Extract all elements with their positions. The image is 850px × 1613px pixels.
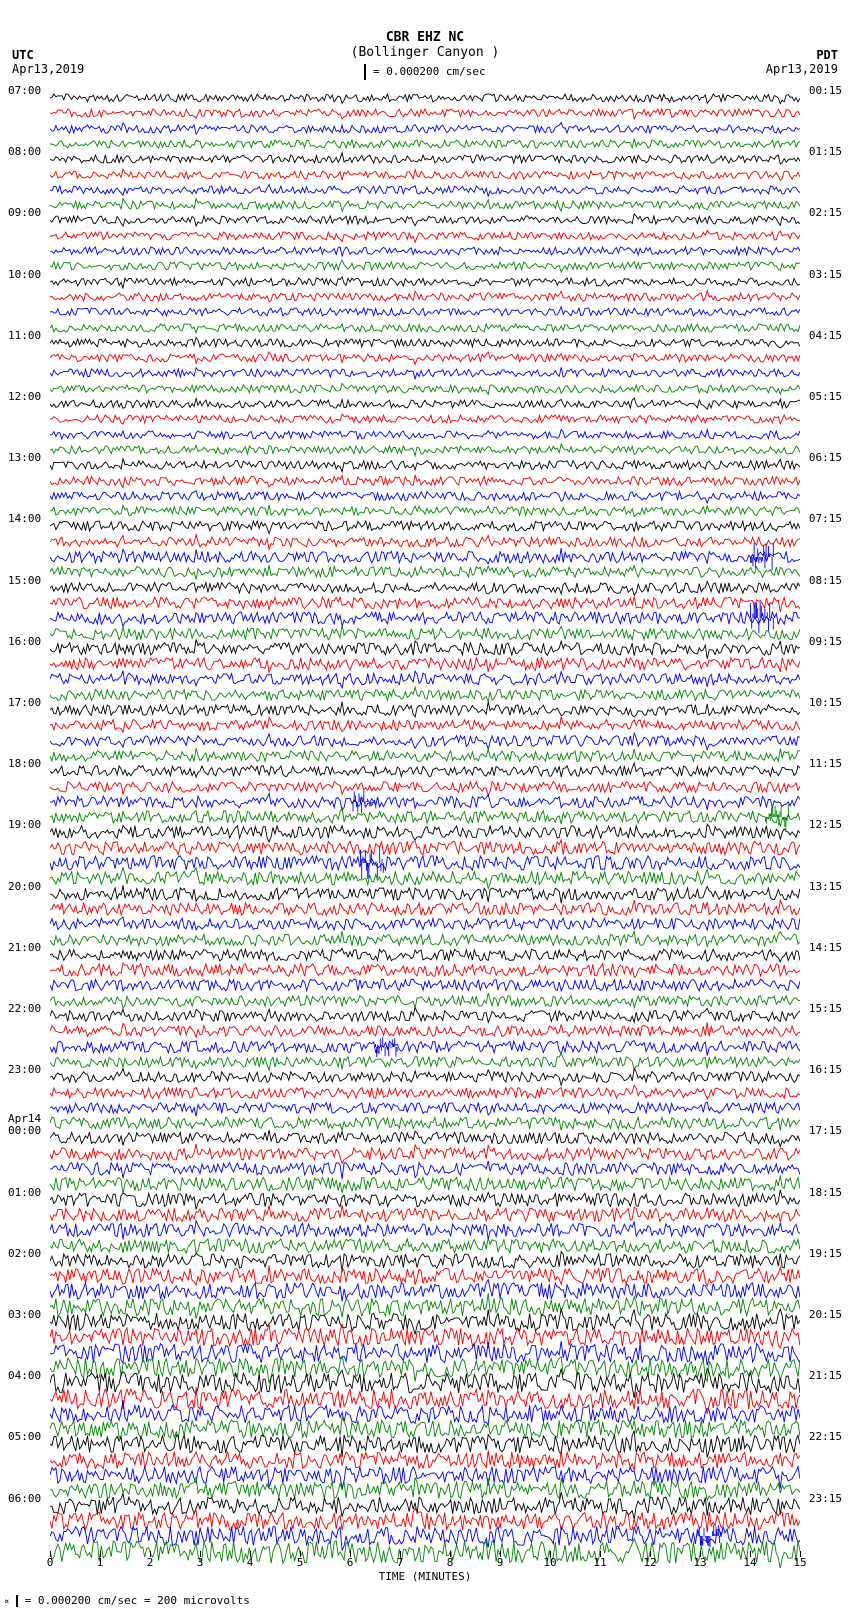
utc-time-label: 04:00 [8,1369,41,1382]
x-axis: TIME (MINUTES) 0123456789101112131415 [50,1555,800,1581]
utc-time-label: 16:00 [8,635,41,648]
x-tick-label: 14 [743,1556,756,1569]
x-tick-label: 2 [147,1556,154,1569]
footer-marker: ∝ [4,1597,9,1607]
x-tick-label: 10 [543,1556,556,1569]
pdt-time-label: 12:15 [809,818,842,831]
station-title: CBR EHZ NC [0,0,850,45]
utc-time-label: 00:00 [8,1124,41,1137]
pdt-time-label: 05:15 [809,390,842,403]
pdt-time-label: 22:15 [809,1430,842,1443]
pdt-time-label: 07:15 [809,512,842,525]
pdt-time-label: 19:15 [809,1247,842,1260]
utc-time-label: 14:00 [8,512,41,525]
utc-time-label: 21:00 [8,941,41,954]
pdt-time-label: 04:15 [809,329,842,342]
x-tick-label: 12 [643,1556,656,1569]
x-tick-label: 3 [197,1556,204,1569]
x-tick-label: 6 [347,1556,354,1569]
scale-note: = 0.000200 cm/sec [0,60,850,84]
utc-time-label: 09:00 [8,206,41,219]
utc-time-label: 15:00 [8,574,41,587]
utc-time-label: 07:00 [8,84,41,97]
utc-time-label: 11:00 [8,329,41,342]
x-tick-label: 9 [497,1556,504,1569]
x-tick-label: 13 [693,1556,706,1569]
date-left: Apr13,2019 [12,62,84,76]
x-tick-label: 7 [397,1556,404,1569]
pdt-time-label: 14:15 [809,941,842,954]
utc-time-label: 10:00 [8,268,41,281]
x-tick-label: 0 [47,1556,54,1569]
x-tick-label: 15 [793,1556,806,1569]
x-tick-label: 5 [297,1556,304,1569]
x-tick-label: 11 [593,1556,606,1569]
tz-left: UTC [12,48,34,62]
pdt-time-label: 15:15 [809,1002,842,1015]
utc-time-label: 06:00 [8,1492,41,1505]
utc-time-label: 22:00 [8,1002,41,1015]
utc-time-label: 23:00 [8,1063,41,1076]
pdt-time-label: 09:15 [809,635,842,648]
pdt-time-label: 20:15 [809,1308,842,1321]
plot-area: 07:0000:1508:0001:1509:0002:1510:0003:15… [50,90,800,1553]
utc-time-label: 05:00 [8,1430,41,1443]
x-tick-label: 8 [447,1556,454,1569]
utc-time-label: 02:00 [8,1247,41,1260]
utc-time-label: 13:00 [8,451,41,464]
pdt-time-label: 08:15 [809,574,842,587]
pdt-time-label: 23:15 [809,1492,842,1505]
footer-note: ∝ = 0.000200 cm/sec = 200 microvolts [4,1594,250,1607]
seismogram-container: CBR EHZ NC (Bollinger Canyon ) = 0.00020… [0,0,850,1613]
date-right: Apr13,2019 [766,62,838,76]
utc-time-label: 08:00 [8,145,41,158]
pdt-time-label: 17:15 [809,1124,842,1137]
pdt-time-label: 18:15 [809,1186,842,1199]
utc-time-label: 01:00 [8,1186,41,1199]
pdt-time-label: 03:15 [809,268,842,281]
utc-time-label: 19:00 [8,818,41,831]
tz-right: PDT [816,48,838,62]
x-tick-label: 4 [247,1556,254,1569]
utc-time-label: 17:00 [8,696,41,709]
scale-bar-icon [364,64,366,80]
pdt-time-label: 16:15 [809,1063,842,1076]
x-axis-label: TIME (MINUTES) [379,1570,472,1583]
x-tick-label: 1 [97,1556,104,1569]
pdt-time-label: 06:15 [809,451,842,464]
utc-time-label: 03:00 [8,1308,41,1321]
utc-time-label: 20:00 [8,880,41,893]
pdt-time-label: 01:15 [809,145,842,158]
pdt-time-label: 21:15 [809,1369,842,1382]
pdt-time-label: 13:15 [809,880,842,893]
footer-text: = 0.000200 cm/sec = 200 microvolts [25,1594,250,1607]
pdt-time-label: 02:15 [809,206,842,219]
footer-scale-bar-icon [16,1595,18,1607]
pdt-time-label: 10:15 [809,696,842,709]
scale-text: = 0.000200 cm/sec [373,65,486,78]
pdt-time-label: 11:15 [809,757,842,770]
utc-time-label: 12:00 [8,390,41,403]
utc-time-label: 18:00 [8,757,41,770]
pdt-time-label: 00:15 [809,84,842,97]
station-location: (Bollinger Canyon ) [0,45,850,60]
